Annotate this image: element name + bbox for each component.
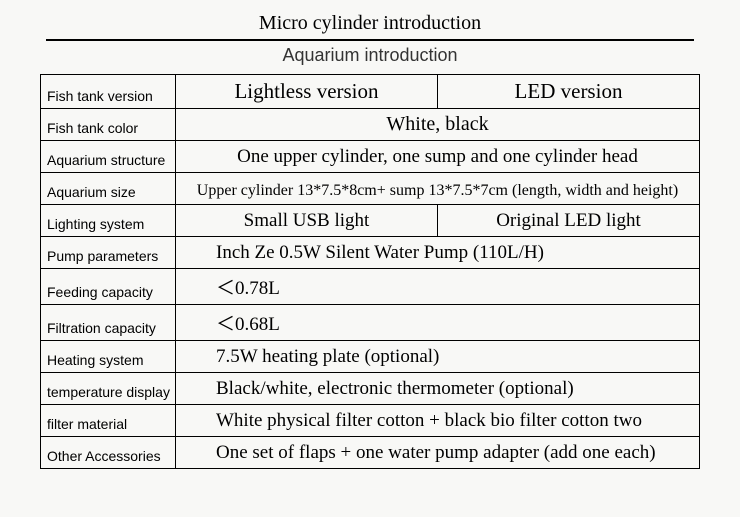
row-value: White physical filter cotton + black bio… (176, 405, 700, 437)
table-row: Pump parameters Inch Ze 0.5W Silent Wate… (41, 237, 700, 269)
table-row: Feeding capacity ＜0.78L (41, 269, 700, 305)
table-row: Aquarium structure One upper cylinder, o… (41, 141, 700, 173)
table-row: filter material White physical filter co… (41, 405, 700, 437)
row-label: filter material (41, 405, 176, 437)
page-title: Micro cylinder introduction (40, 10, 700, 39)
row-value: ＜0.68L (176, 305, 700, 341)
row-label: Filtration capacity (41, 305, 176, 341)
row-value: Small USB light (176, 205, 438, 237)
row-label: Lighting system (41, 205, 176, 237)
row-value: ＜0.78L (176, 269, 700, 305)
row-value: One upper cylinder, one sump and one cyl… (176, 141, 700, 173)
table-row: Other Accessories One set of flaps + one… (41, 437, 700, 469)
row-label: temperature display (41, 373, 176, 405)
row-label: Fish tank color (41, 109, 176, 141)
row-value: Lightless version (176, 75, 438, 109)
table-row: Heating system 7.5W heating plate (optio… (41, 341, 700, 373)
table-row: Lighting system Small USB light Original… (41, 205, 700, 237)
table-row: Fish tank color White, black (41, 109, 700, 141)
row-value: Black/white, electronic thermometer (opt… (176, 373, 700, 405)
row-label: Heating system (41, 341, 176, 373)
row-label: Feeding capacity (41, 269, 176, 305)
row-label: Aquarium structure (41, 141, 176, 173)
row-value: Inch Ze 0.5W Silent Water Pump (110L/H) (176, 237, 700, 269)
row-value: Original LED light (438, 205, 700, 237)
row-value: One set of flaps + one water pump adapte… (176, 437, 700, 469)
row-value: 7.5W heating plate (optional) (176, 341, 700, 373)
row-label: Other Accessories (41, 437, 176, 469)
table-row: temperature display Black/white, electro… (41, 373, 700, 405)
spec-table: Fish tank version Lightless version LED … (40, 74, 700, 469)
table-row: Filtration capacity ＜0.68L (41, 305, 700, 341)
row-value: Upper cylinder 13*7.5*8cm+ sump 13*7.5*7… (176, 173, 700, 205)
row-value: White, black (176, 109, 700, 141)
row-value: LED version (438, 75, 700, 109)
page-subtitle: Aquarium introduction (40, 41, 700, 74)
table-row: Aquarium size Upper cylinder 13*7.5*8cm+… (41, 173, 700, 205)
table-row: Fish tank version Lightless version LED … (41, 75, 700, 109)
row-label: Aquarium size (41, 173, 176, 205)
row-label: Pump parameters (41, 237, 176, 269)
row-label: Fish tank version (41, 75, 176, 109)
